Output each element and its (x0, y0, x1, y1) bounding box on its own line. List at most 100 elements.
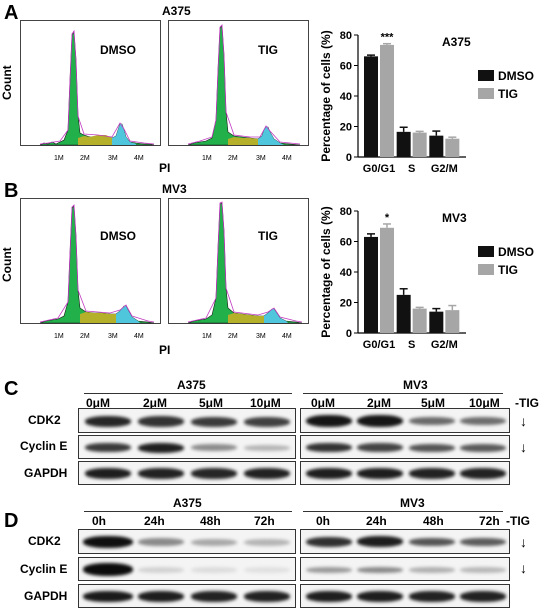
panel-d-letter: D (4, 510, 19, 532)
panel-a-y-label: Count (0, 65, 14, 100)
bar-dmso-1 (396, 294, 411, 333)
down-arrow-icon: ↓ (520, 534, 527, 550)
histogram-b-tig: 1M 2M 3M 4M TIG (168, 198, 309, 340)
blot-d-mv3-cdk2 (300, 529, 510, 554)
y-tick-label: 20 (340, 122, 352, 134)
panel-a-letter: A (4, 2, 19, 24)
panel-b-x-label: PI (159, 343, 171, 357)
panel-d-a375-bracket (84, 511, 292, 512)
down-arrow-icon: ↓ (520, 560, 527, 576)
bar-dmso-2 (429, 311, 444, 333)
hist-b-tig-tick-2: 2M (228, 333, 238, 340)
panel-b-letter: B (4, 180, 19, 202)
x-tick-label: S (408, 163, 415, 172)
panel-d-lane-7: 48h (423, 514, 444, 528)
blot-d-mv3-gapdh (300, 584, 510, 608)
x-tick-label: G0/G1 (363, 163, 395, 172)
hist-b-tig-label: TIG (258, 229, 278, 243)
hist-a-dmso-tick-4: 4M (134, 155, 144, 162)
down-arrow-icon: ↓ (520, 413, 527, 429)
y-tick-label: 40 (340, 91, 352, 103)
panel-d-row-gapdh: GAPDH (24, 589, 68, 603)
panel-d-lane-8: 72h (479, 514, 500, 528)
panel-c-letter: C (4, 378, 19, 400)
legend-swatch-tig (478, 88, 494, 99)
panel-c-treatment: -TIG (515, 396, 539, 410)
panel-d-lane-5: 0h (316, 514, 331, 528)
blot-d-a375-cyclin-e (78, 557, 296, 581)
blot-d-mv3-cyclin-e (300, 557, 510, 581)
blot-c-mv3-gapdh (300, 461, 510, 485)
x-tick-label: G2/M (431, 163, 458, 172)
panel-c-lane-3: 5μM (199, 396, 224, 410)
bar-tig-1 (412, 132, 427, 157)
hist-b-dmso-tick-3: 3M (108, 333, 118, 340)
panel-d-row-cyclin-e: Cyclin E (20, 562, 68, 576)
y-tick-label: 60 (340, 61, 352, 73)
y-tick-label: 80 (340, 30, 352, 42)
legend-swatch-dmso (478, 70, 494, 81)
y-tick-label: 0 (346, 328, 352, 340)
hist-a-tig-tick-3: 3M (256, 155, 266, 162)
panel-b-y-label: Count (0, 247, 14, 282)
down-arrow-icon: ↓ (520, 439, 527, 455)
y-axis-label: Percentage of cells (%) (319, 206, 333, 337)
hist-b-tig-tick-1: 1M (202, 333, 212, 340)
panel-b-cell-line: MV3 (162, 182, 187, 196)
hist-a-dmso-tick-3: 3M (108, 155, 118, 162)
x-tick-label: S (408, 339, 415, 348)
panel-d-lane-6: 24h (366, 514, 387, 528)
blot-c-a375-cyclin-e (78, 435, 296, 459)
bar-chart-mv3: 0 20 40 60 80 Percentage of cells (%) MV3 * G0/G… (319, 206, 534, 348)
panel-b-histograms: 1M 2M 3M 4M DMSO 1M 2M 3M 4M TIG (20, 198, 309, 340)
hist-b-dmso-tick-1: 1M (54, 333, 64, 340)
panel-a-histograms: 1M 2M 3M 4M DMSO 1M 2M 3M 4M TIG (20, 20, 309, 162)
panel-d-lane-2: 24h (144, 514, 165, 528)
hist-b-dmso-tick-4: 4M (134, 333, 144, 340)
panel-c-lane-4: 10μM (250, 396, 281, 410)
panel-c-lane-7: 5μM (421, 396, 446, 410)
bar-tig-0 (380, 44, 394, 157)
legend-swatch-dmso (478, 246, 494, 257)
legend-label-tig: TIG (498, 263, 518, 277)
panel-d-mv3-bracket (303, 511, 503, 512)
hist-b-dmso-label: DMSO (100, 229, 136, 243)
bar-dmso-1 (396, 131, 411, 157)
hist-a-dmso-label: DMSO (100, 43, 136, 57)
bar-chart-a375: 0 20 40 60 80 Percentage of cells (%) A375 *** G… (319, 30, 534, 172)
x-tick-label: G0/G1 (363, 339, 395, 348)
panel-d-treatment: -TIG (506, 514, 530, 528)
histogram-a-tig: 1M 2M 3M 4M TIG (168, 20, 309, 162)
panel-d-group-a375: A375 (173, 496, 202, 510)
blot-c-mv3-cdk2 (300, 408, 510, 433)
bar-dmso-0 (364, 236, 378, 333)
significance-mark: * (385, 212, 390, 224)
chart-title: A375 (442, 35, 471, 49)
hist-a-tig-label: TIG (258, 43, 278, 57)
blot-d-a375-gapdh (78, 584, 296, 608)
y-tick-label: 40 (340, 267, 352, 279)
panel-d-group-mv3: MV3 (400, 496, 425, 510)
panel-d-row-cdk2: CDK2 (28, 534, 61, 548)
panel-c-lane-6: 2μM (367, 396, 392, 410)
hist-b-tig-tick-3: 3M (256, 333, 266, 340)
panel-c-lane-8: 10μM (469, 396, 500, 410)
histogram-a-dmso: 1M 2M 3M 4M DMSO (20, 20, 161, 162)
x-tick-label: G2/M (431, 339, 458, 348)
panel-c-row-gapdh: GAPDH (24, 466, 68, 480)
blot-d-a375-cdk2 (78, 529, 296, 554)
legend-label-dmso: DMSO (498, 245, 534, 259)
y-axis-label: Percentage of cells (%) (319, 30, 333, 161)
legend-label-dmso: DMSO (498, 69, 534, 83)
hist-b-dmso-tick-2: 2M (80, 333, 90, 340)
legend-label-tig: TIG (498, 87, 518, 101)
panel-c-lane-5: 0μM (311, 396, 336, 410)
significance-mark: *** (381, 32, 395, 44)
y-tick-label: 60 (340, 237, 352, 249)
panel-c-lane-2: 2μM (143, 396, 168, 410)
hist-a-tig-tick-1: 1M (202, 155, 212, 162)
panel-c-row-cyclin-e: Cyclin E (20, 439, 68, 453)
panel-a-x-label: PI (159, 161, 171, 175)
panel-c-mv3-bracket (303, 393, 503, 394)
bar-tig-2 (445, 310, 460, 333)
